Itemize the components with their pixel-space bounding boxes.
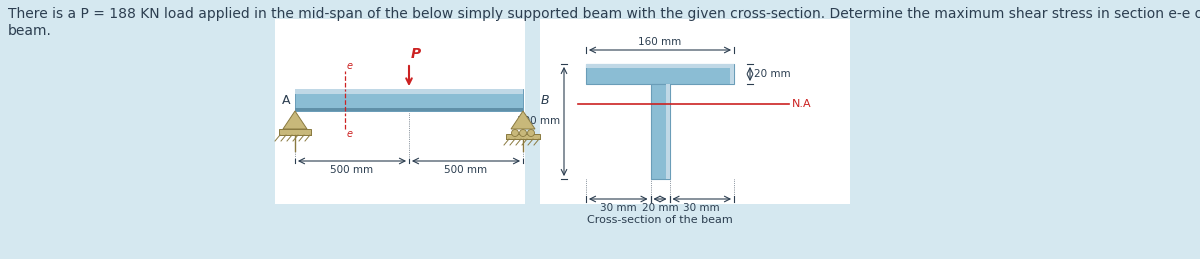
Text: 20 mm: 20 mm xyxy=(754,69,791,79)
Text: beam.: beam. xyxy=(8,24,52,38)
Text: 500 mm: 500 mm xyxy=(444,165,487,175)
Bar xyxy=(278,129,311,135)
Bar xyxy=(586,64,734,68)
Bar xyxy=(650,84,670,179)
Circle shape xyxy=(511,130,518,136)
Bar xyxy=(295,89,523,94)
Text: A: A xyxy=(282,93,290,106)
Text: 30 mm: 30 mm xyxy=(684,203,720,213)
Text: 30 mm: 30 mm xyxy=(600,203,636,213)
Bar xyxy=(295,89,523,111)
Text: B: B xyxy=(541,93,550,106)
Bar xyxy=(275,19,526,204)
Text: Cross-section of the beam: Cross-section of the beam xyxy=(587,215,733,225)
Polygon shape xyxy=(283,111,307,129)
Bar xyxy=(666,84,670,179)
Text: e: e xyxy=(347,61,353,71)
Text: P: P xyxy=(410,47,421,61)
Circle shape xyxy=(520,130,527,136)
Text: There is a P = 188 KN load applied in the mid-span of the below simply supported: There is a P = 188 KN load applied in th… xyxy=(8,7,1200,21)
Circle shape xyxy=(528,130,534,136)
Text: e: e xyxy=(347,129,353,139)
Text: 100 mm: 100 mm xyxy=(517,117,560,126)
Text: N.A: N.A xyxy=(792,99,811,109)
Text: 160 mm: 160 mm xyxy=(638,37,682,47)
Bar xyxy=(540,19,850,204)
Bar xyxy=(586,64,734,84)
Text: 500 mm: 500 mm xyxy=(330,165,373,175)
Bar xyxy=(730,64,734,84)
Polygon shape xyxy=(511,111,535,129)
Bar xyxy=(295,108,523,111)
Bar xyxy=(506,134,540,139)
Text: 20 mm: 20 mm xyxy=(642,203,678,213)
